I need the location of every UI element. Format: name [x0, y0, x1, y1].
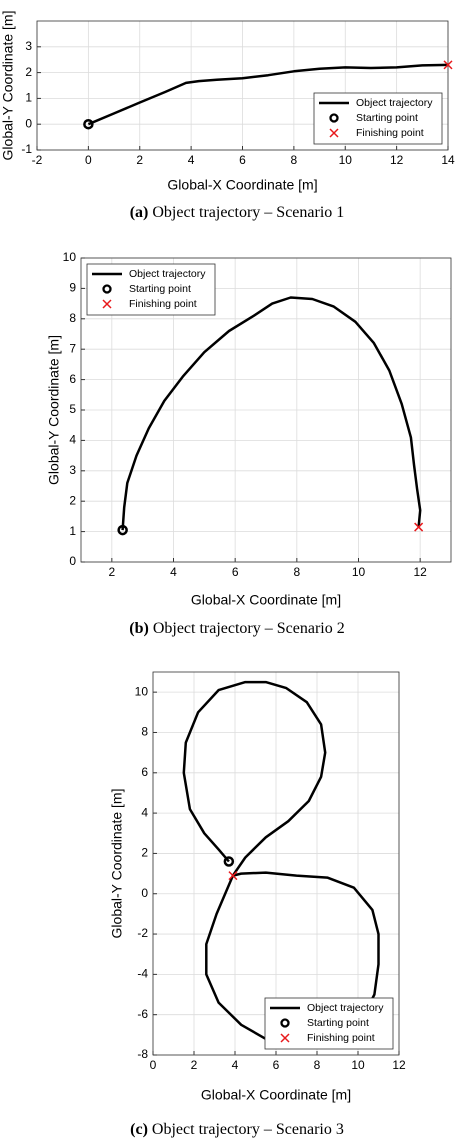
- caption-text: Object trajectory – Scenario 3: [152, 1121, 344, 1138]
- axes-frame: [152, 671, 400, 1056]
- x-tick-label: 6: [273, 1058, 280, 1072]
- x-tick-label: 8: [291, 153, 298, 167]
- x-tick-label: 2: [108, 565, 115, 579]
- point-marker: [414, 522, 424, 532]
- y-tick-label: 10: [63, 250, 77, 264]
- y-tick-label: 2: [69, 493, 76, 507]
- x-tick-label: 10: [352, 565, 366, 579]
- legend-label: Object trajectory: [356, 97, 433, 109]
- legend-label: Starting point: [307, 1017, 369, 1029]
- caption-tag: (c): [130, 1121, 148, 1138]
- y-tick-label: 6: [69, 372, 76, 386]
- legend: Object trajectory Starting point Finishing…: [264, 997, 394, 1050]
- x-stroke: [443, 60, 453, 70]
- y-tick-label: 9: [69, 281, 76, 295]
- x-tick-label: 0: [85, 153, 92, 167]
- legend-swatch: [329, 113, 339, 123]
- y-tick-label: 2: [25, 65, 32, 79]
- y-tick-label: 3: [69, 463, 76, 477]
- trajectory-line: [121, 296, 422, 531]
- x-tick-label: -2: [32, 153, 43, 167]
- x-tick-label: 4: [188, 153, 195, 167]
- y-tick-label: 3: [25, 39, 32, 53]
- legend-swatch: [102, 299, 112, 309]
- x-axis-label: Global-X Coordinate [m]: [191, 592, 341, 608]
- point-marker: [83, 118, 94, 130]
- y-axis-label: Global-Y Coordinate [m]: [0, 11, 16, 161]
- legend-label: Starting point: [356, 112, 418, 124]
- axes-frame: [36, 20, 449, 151]
- x-tick-label: 6: [232, 565, 239, 579]
- legend-swatch: [280, 1018, 290, 1028]
- x-tick-label: 8: [314, 1058, 321, 1072]
- y-tick-label: 10: [135, 684, 149, 698]
- y-axis-label: Global-Y Coordinate [m]: [109, 789, 125, 939]
- trajectory-line: [87, 63, 449, 126]
- legend-swatch: [329, 128, 339, 138]
- x-tick-label: 12: [392, 1058, 406, 1072]
- y-tick-label: 1: [69, 524, 76, 538]
- caption: (c) Object trajectory – Scenario 3: [130, 1121, 344, 1138]
- y-tick-label: 7: [69, 341, 76, 355]
- y-tick-label: 8: [69, 311, 76, 325]
- legend-box: [86, 263, 216, 316]
- x-stroke: [414, 522, 424, 532]
- x-tick-label: 10: [351, 1058, 365, 1072]
- legend-swatch: [280, 1033, 290, 1043]
- caption-text: Object trajectory – Scenario 1: [152, 204, 344, 221]
- legend-label: Finishing point: [307, 1032, 375, 1044]
- point-marker: [228, 871, 238, 881]
- x-tick-label: 14: [441, 153, 455, 167]
- legend-box: [264, 997, 394, 1050]
- x-tick-label: 0: [150, 1058, 157, 1072]
- legend: Object trajectory Starting point Finishing…: [86, 263, 216, 316]
- legend-box: [313, 92, 443, 145]
- y-tick-label: 5: [69, 402, 76, 416]
- point-marker: [117, 524, 128, 536]
- y-tick-label: 6: [141, 765, 148, 779]
- x-stroke: [228, 871, 238, 881]
- legend-label: Finishing point: [129, 298, 197, 310]
- x-axis-label: Global-X Coordinate [m]: [167, 177, 317, 193]
- legend-label: Starting point: [129, 283, 191, 295]
- y-tick-label: 0: [141, 886, 148, 900]
- x-tick-label: 2: [136, 153, 143, 167]
- point-marker: [443, 60, 453, 70]
- y-tick-label: 4: [141, 805, 148, 819]
- axes-frame: [80, 257, 452, 563]
- point-marker: [223, 856, 235, 867]
- y-tick-label: -8: [137, 1047, 148, 1061]
- legend: Object trajectory Starting point Finishing…: [313, 92, 443, 145]
- y-tick-label: 0: [25, 116, 32, 130]
- y-tick-label: 4: [69, 433, 76, 447]
- y-tick-label: -1: [21, 142, 32, 156]
- caption: (a) Object trajectory – Scenario 1: [130, 204, 345, 221]
- caption-tag: (b): [129, 620, 149, 637]
- y-tick-label: -4: [137, 967, 148, 981]
- caption-tag: (a): [130, 204, 149, 221]
- legend-label: Object trajectory: [129, 268, 206, 280]
- legend-label: Finishing point: [356, 127, 424, 139]
- y-tick-label: 2: [141, 846, 148, 860]
- x-axis-label: Global-X Coordinate [m]: [201, 1087, 351, 1103]
- x-tick-label: 12: [390, 153, 404, 167]
- x-tick-label: 10: [339, 153, 353, 167]
- x-tick-label: 2: [191, 1058, 198, 1072]
- y-axis-label: Global-Y Coordinate [m]: [46, 335, 62, 485]
- y-tick-label: -6: [137, 1007, 148, 1021]
- y-tick-label: 0: [69, 554, 76, 568]
- x-tick-label: 12: [413, 565, 427, 579]
- x-tick-label: 4: [170, 565, 177, 579]
- legend-label: Object trajectory: [307, 1002, 384, 1014]
- y-tick-label: 8: [141, 725, 148, 739]
- x-tick-label: 4: [232, 1058, 239, 1072]
- caption: (b) Object trajectory – Scenario 2: [129, 620, 344, 637]
- y-tick-label: 1: [25, 91, 32, 105]
- legend-swatch: [102, 284, 112, 294]
- x-tick-label: 6: [239, 153, 246, 167]
- y-tick-label: -2: [137, 926, 148, 940]
- x-tick-label: 8: [293, 565, 300, 579]
- caption-text: Object trajectory – Scenario 2: [153, 620, 345, 637]
